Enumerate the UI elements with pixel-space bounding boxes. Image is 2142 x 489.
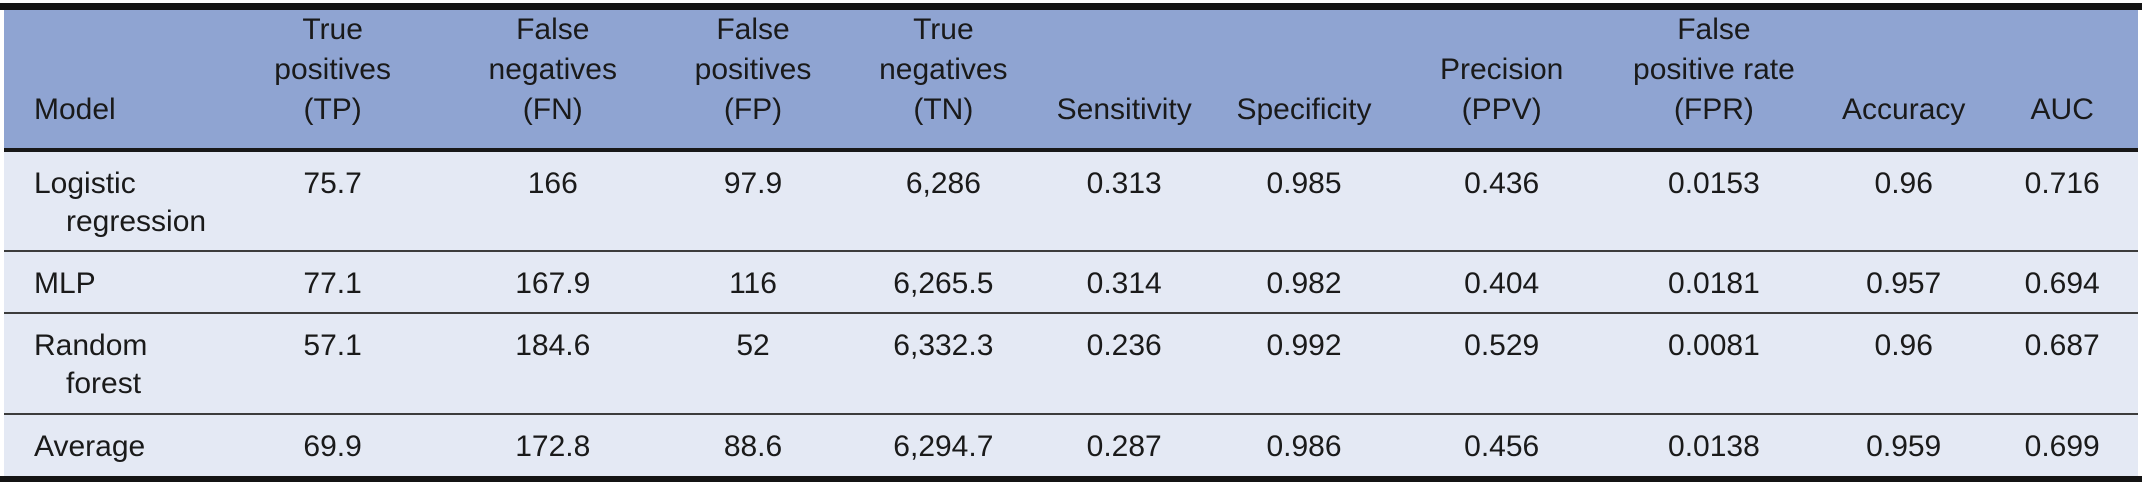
table-cell: 0.986 [1211,414,1397,476]
table-row-mlp: MLP 77.1 167.9 116 6,265.5 0.314 0.982 0… [4,251,2138,314]
model-name-cell: MLP [4,251,217,314]
table-cell: 0.687 [1986,313,2138,415]
table-cell: 0.314 [1037,251,1212,314]
model-name-cell: Logistic regression [4,150,217,252]
table-cell: 0.529 [1396,313,1607,415]
column-header-accuracy: Accuracy [1821,10,1987,152]
table-cell: 166 [449,150,657,252]
model-metrics-table: Model True positives (TP) False negative… [4,10,2138,476]
column-header-false-positive-rate: False positive rate (FPR) [1606,10,1822,152]
header-row: Model True positives (TP) False negative… [4,10,2138,152]
column-header-model: Model [4,10,217,152]
table-cell: 6,332.3 [849,313,1038,415]
table-cell: 97.9 [656,150,850,252]
table-cell: 0.0081 [1606,313,1822,415]
table-cell: 116 [656,251,850,314]
table-cell: 0.959 [1821,414,1987,476]
table-cell: 0.985 [1211,150,1397,252]
table-cell: 0.456 [1396,414,1607,476]
table-cell: 0.992 [1211,313,1397,415]
table-cell: 69.9 [216,414,450,476]
table-cell: 0.0181 [1606,251,1822,314]
table-cell: 6,265.5 [849,251,1038,314]
table-cell: 57.1 [216,313,450,415]
table-cell: 75.7 [216,150,450,252]
table-cell: 0.96 [1821,150,1987,252]
table-cell: 0.0138 [1606,414,1822,476]
table-cell: 0.313 [1037,150,1212,252]
model-name-cell: Average [4,414,217,476]
column-header-false-positives: False positives (FP) [656,10,850,152]
table-cell: 6,286 [849,150,1038,252]
table-cell: 0.0153 [1606,150,1822,252]
table-row-average: Average 69.9 172.8 88.6 6,294.7 0.287 0.… [4,414,2138,476]
table-cell: 88.6 [656,414,850,476]
column-header-auc: AUC [1986,10,2138,152]
column-header-precision: Precision (PPV) [1396,10,1607,152]
column-header-sensitivity: Sensitivity [1037,10,1212,152]
table-cell: 172.8 [449,414,657,476]
table-cell: 0.699 [1986,414,2138,476]
table-cell: 0.404 [1396,251,1607,314]
paper-table-wrapper: Model True positives (TP) False negative… [0,3,2142,482]
table-cell: 0.236 [1037,313,1212,415]
table-cell: 6,294.7 [849,414,1038,476]
table-body: Logistic regression 75.7 166 97.9 6,286 … [4,150,2138,476]
table-cell: 167.9 [449,251,657,314]
table-row-logistic-regression: Logistic regression 75.7 166 97.9 6,286 … [4,150,2138,252]
table-header: Model True positives (TP) False negative… [4,10,2138,152]
table-cell: 52 [656,313,850,415]
column-header-true-negatives: True negatives (TN) [849,10,1038,152]
table-row-random-forest: Random forest 57.1 184.6 52 6,332.3 0.23… [4,313,2138,415]
table-cell: 0.716 [1986,150,2138,252]
table-cell: 0.982 [1211,251,1397,314]
column-header-specificity: Specificity [1211,10,1397,152]
table-cell: 0.436 [1396,150,1607,252]
model-name-cell: Random forest [4,313,217,415]
table-cell: 0.96 [1821,313,1987,415]
column-header-true-positives: True positives (TP) [216,10,450,152]
table-cell: 0.957 [1821,251,1987,314]
table-cell: 184.6 [449,313,657,415]
table-cell: 77.1 [216,251,450,314]
table-cell: 0.287 [1037,414,1212,476]
table-cell: 0.694 [1986,251,2138,314]
column-header-false-negatives: False negatives (FN) [449,10,657,152]
